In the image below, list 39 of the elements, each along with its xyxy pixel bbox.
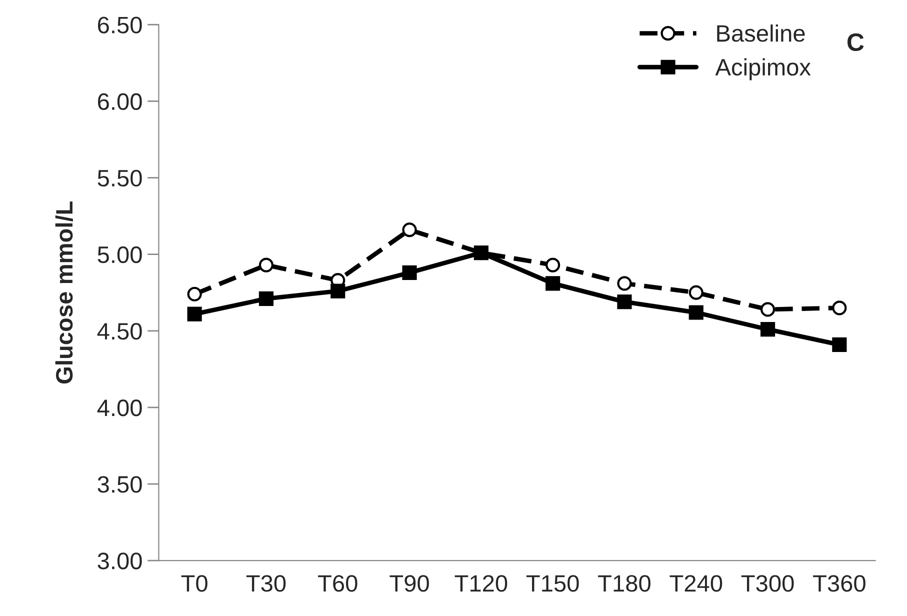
point [617, 294, 632, 310]
point [832, 337, 847, 352]
y-tick-label: 6.00 [98, 93, 142, 110]
x-tick-label: T30 [246, 575, 286, 592]
x-tick-label: T360 [813, 575, 866, 592]
point [760, 302, 776, 317]
point [258, 258, 274, 272]
x-tick-label: T60 [318, 575, 358, 592]
x-tick-label: T150 [526, 575, 579, 592]
point [546, 276, 560, 291]
annotation: C [847, 33, 864, 52]
y-tick-label: 4.00 [97, 400, 142, 416]
y-tick-label: 3.50 [98, 476, 142, 493]
y-axis-title: Glucose mmol/L [55, 201, 73, 384]
y-tick-label: 4.50 [97, 322, 142, 340]
point [402, 222, 417, 238]
point [546, 258, 560, 272]
x-tick-label: T240 [670, 575, 722, 592]
point [187, 286, 202, 302]
point [832, 300, 847, 316]
y-tick-label: 5.50 [98, 170, 142, 187]
x-tick-label: T0 [181, 575, 208, 592]
y-tick-label: 5.00 [98, 246, 142, 264]
point [617, 276, 632, 291]
point [258, 291, 274, 306]
point [402, 265, 417, 280]
point [330, 284, 346, 298]
x-tick-label: T120 [454, 575, 508, 592]
legend-label: Acipimox [715, 58, 811, 80]
legend-label: Baseline [717, 24, 805, 42]
x-tick-label: T90 [390, 575, 429, 592]
y-tick-label: 6.50 [98, 16, 142, 34]
point [688, 285, 704, 300]
point [187, 306, 202, 322]
y-tick-label: 3.00 [98, 552, 142, 570]
point [688, 305, 704, 320]
x-tick-label: T180 [598, 575, 650, 592]
x-tick-label: T300 [741, 575, 794, 592]
point [760, 322, 776, 337]
